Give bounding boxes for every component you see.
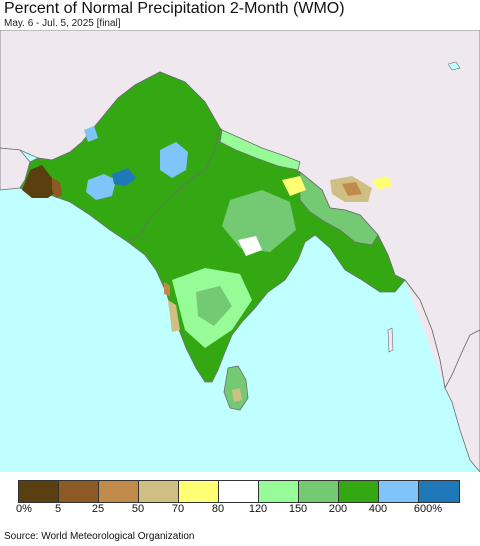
legend-labels: 0% 5 25 50 70 80 120 150 200 400 600% xyxy=(0,503,480,517)
dry-patch-west xyxy=(22,165,56,198)
srilanka-dry-patch xyxy=(232,388,242,402)
legend-label: 600% xyxy=(413,503,443,515)
legend-label: 5 xyxy=(54,503,62,515)
map-title: Percent of Normal Precipitation 2-Month … xyxy=(4,0,345,17)
wet-patch-north xyxy=(84,126,98,142)
yellow-patch-bihar xyxy=(282,176,306,196)
legend-label: 150 xyxy=(288,503,308,515)
yellow-patch-assam xyxy=(372,176,392,190)
legend-label: 120 xyxy=(248,503,268,515)
legend-label: 200 xyxy=(328,503,348,515)
legend-swatch xyxy=(299,481,339,502)
lake-outline xyxy=(447,61,461,71)
legend-label: 70 xyxy=(171,503,185,515)
wet-patch-sindh-core xyxy=(112,168,136,186)
source-credit: Source: World Meteorological Organizatio… xyxy=(4,531,195,542)
legend-swatch xyxy=(179,481,219,502)
dry-patch-west-coast-2 xyxy=(164,282,170,296)
precipitation-map xyxy=(0,30,480,472)
legend-label: 80 xyxy=(211,503,225,515)
legend-swatch xyxy=(219,481,259,502)
legend-swatch xyxy=(339,481,379,502)
moderate-patch-east xyxy=(222,190,296,252)
andaman-islands xyxy=(387,327,394,353)
region-nepal xyxy=(219,129,301,171)
legend-swatch xyxy=(259,481,299,502)
wet-patch-central xyxy=(160,142,188,178)
moderate-patch-south-inner xyxy=(196,286,232,326)
normal-patch-central xyxy=(238,236,262,256)
legend-label: 50 xyxy=(131,503,145,515)
legend-label: 400 xyxy=(368,503,388,515)
region-srilanka xyxy=(223,365,249,411)
legend-swatch xyxy=(139,481,179,502)
region-northeast xyxy=(299,171,379,246)
map-subtitle: May. 6 - Jul. 5, 2025 [final] xyxy=(4,18,121,29)
dry-patch-west-coast xyxy=(168,300,180,332)
legend-colorbar xyxy=(18,480,460,503)
legend-swatch xyxy=(99,481,139,502)
legend-label: 0% xyxy=(16,503,32,515)
dry-patch-northeast-core xyxy=(342,182,362,196)
wet-patch-sindh xyxy=(86,174,116,200)
legend-swatch xyxy=(419,481,459,502)
dry-patch-west-edge xyxy=(52,178,62,198)
legend-swatch xyxy=(19,481,59,502)
legend-label: 25 xyxy=(91,503,105,515)
legend-swatch xyxy=(59,481,99,502)
outside-land-east xyxy=(404,279,480,472)
legend-swatch xyxy=(379,481,419,502)
